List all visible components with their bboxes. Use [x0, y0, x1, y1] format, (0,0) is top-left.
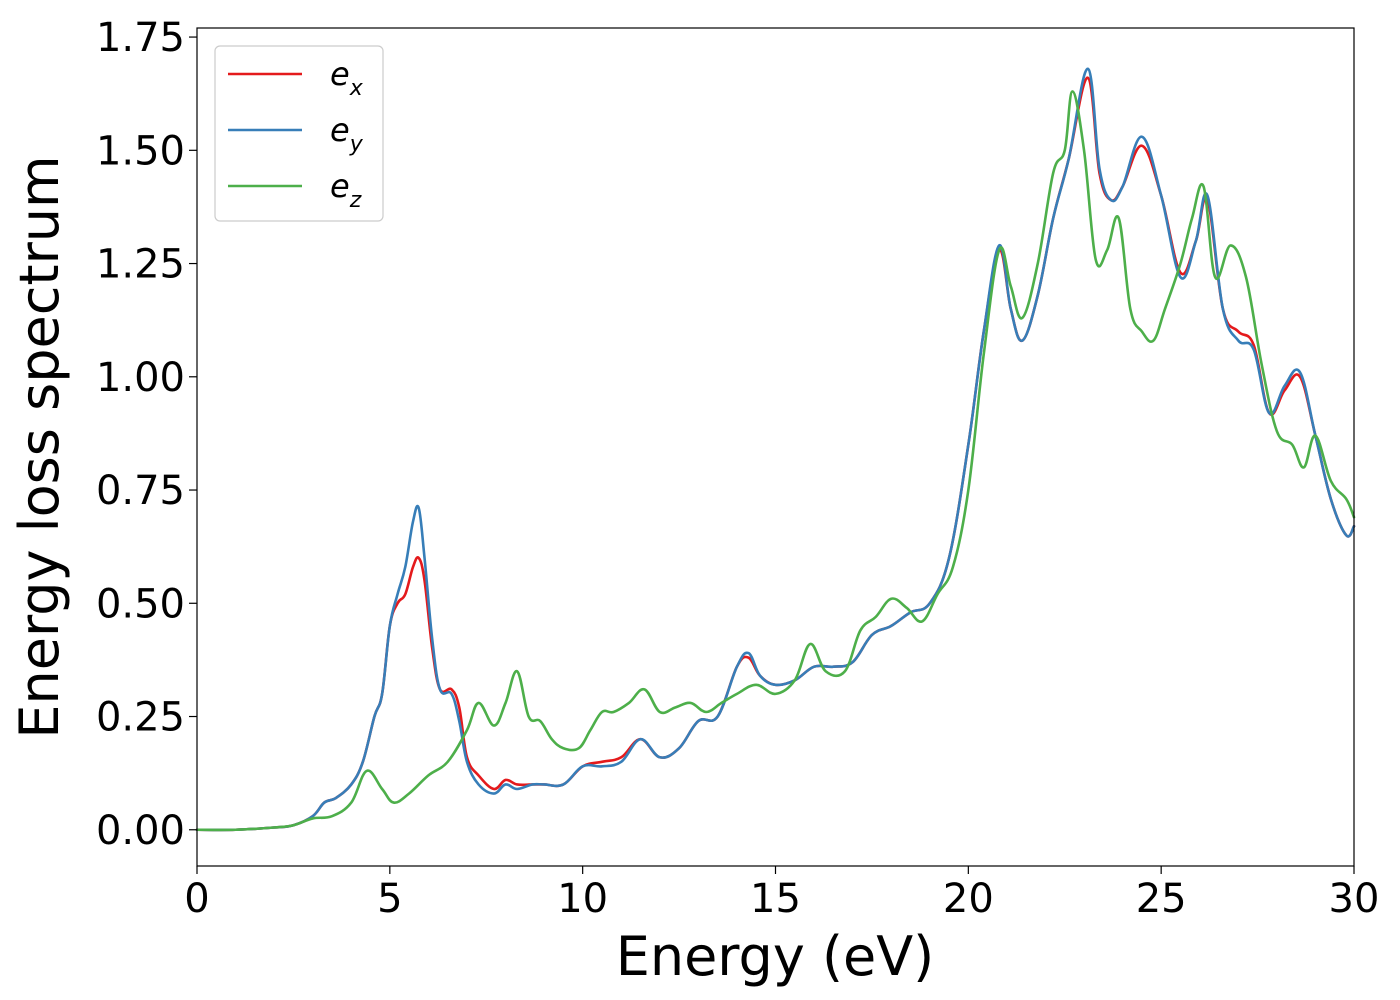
x-tick-label: 15 — [750, 876, 801, 922]
y-tick-label: 0.25 — [96, 695, 185, 741]
y-tick-label: 0.00 — [96, 808, 185, 854]
series-line-ez — [195, 90, 1356, 832]
x-axis: 0 5 10 15 20 25 30 — [184, 866, 1379, 922]
y-tick-label: 1.75 — [96, 15, 185, 61]
x-tick-label: 30 — [1329, 876, 1380, 922]
series-line-ey — [195, 67, 1356, 832]
x-tick-label: 10 — [557, 876, 608, 922]
legend-box — [214, 45, 384, 222]
y-tick-label: 0.50 — [96, 581, 185, 627]
y-tick-label: 1.50 — [96, 128, 185, 174]
x-tick-label: 5 — [377, 876, 402, 922]
plot-background — [197, 28, 1354, 866]
series-layer — [195, 67, 1356, 832]
x-axis-title: Energy (eV) — [616, 925, 935, 988]
x-tick-label: 0 — [184, 876, 209, 922]
y-tick-label: 1.25 — [96, 242, 185, 288]
y-tick-label: 0.75 — [96, 468, 185, 514]
x-tick-label: 20 — [943, 876, 994, 922]
x-tick-label: 25 — [1136, 876, 1187, 922]
y-tick-label: 1.00 — [96, 355, 185, 401]
y-axis: 0.00 0.25 0.50 0.75 1.00 1.25 1.50 1.75 — [96, 15, 197, 854]
y-axis-title: Energy loss spectrum — [8, 155, 71, 738]
